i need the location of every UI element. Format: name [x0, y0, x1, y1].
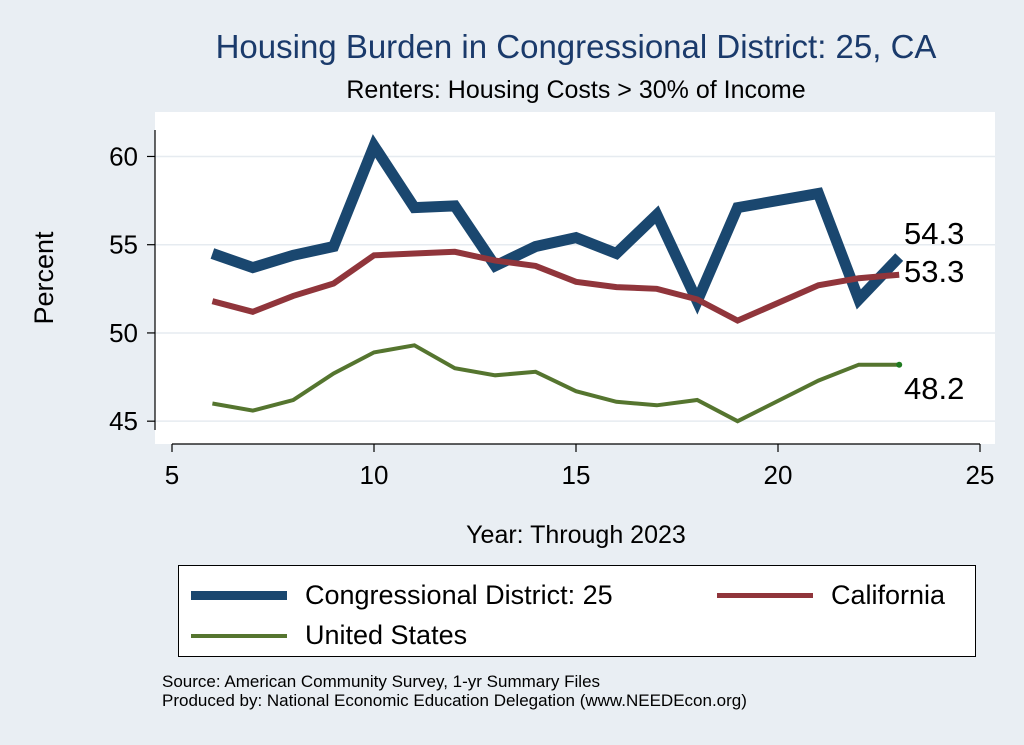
legend-label-california: California	[831, 580, 946, 610]
legend-swatch-united-states	[191, 633, 287, 638]
series-lines	[210, 134, 904, 424]
end-label-united-states: 48.2	[904, 371, 964, 406]
source-line: Source: American Community Survey, 1-yr …	[162, 672, 601, 691]
axes: 45 50 55 60 5 10 15 20 25	[109, 130, 994, 490]
x-axis-label: Year: Through 2023	[466, 521, 686, 549]
chart-title: Housing Burden in Congressional District…	[216, 28, 937, 65]
legend-label-united-states: United States	[305, 620, 468, 650]
source-notes: Source: American Community Survey, 1-yr …	[162, 672, 747, 710]
legend: Congressional District: 25 California Un…	[178, 565, 976, 657]
legend-swatch-district	[191, 591, 287, 600]
series-line-district	[210, 134, 904, 315]
y-axis-label: Percent	[29, 231, 59, 325]
legend-item-united-states: United States	[191, 620, 467, 651]
legend-label-district: Congressional District: 25	[305, 580, 613, 610]
legend-item-california: California	[717, 580, 945, 611]
y-tick-label: 55	[109, 230, 138, 260]
chart-subtitle: Renters: Housing Costs > 30% of Income	[346, 76, 805, 104]
gridlines	[155, 155, 995, 422]
x-tick-label: 10	[360, 460, 389, 490]
y-tick-label: 50	[109, 318, 138, 348]
x-tick-label: 15	[562, 460, 591, 490]
legend-swatch-california	[717, 593, 813, 598]
legend-item-district: Congressional District: 25	[191, 580, 613, 611]
x-tick-label: 20	[764, 460, 793, 490]
x-tick-label: 25	[966, 460, 995, 490]
x-tick-label: 5	[165, 460, 179, 490]
producer-line: Produced by: National Economic Education…	[162, 691, 747, 710]
series-line-united-states	[212, 343, 900, 424]
y-tick-label: 45	[109, 406, 138, 436]
end-label-district: 54.3	[904, 216, 964, 251]
end-point-marker	[896, 361, 903, 368]
data-labels: 54.353.3 48.2	[904, 216, 964, 406]
end-label-california: 53.3	[904, 254, 964, 289]
y-tick-label: 60	[109, 141, 138, 171]
series-line-california	[211, 248, 900, 324]
